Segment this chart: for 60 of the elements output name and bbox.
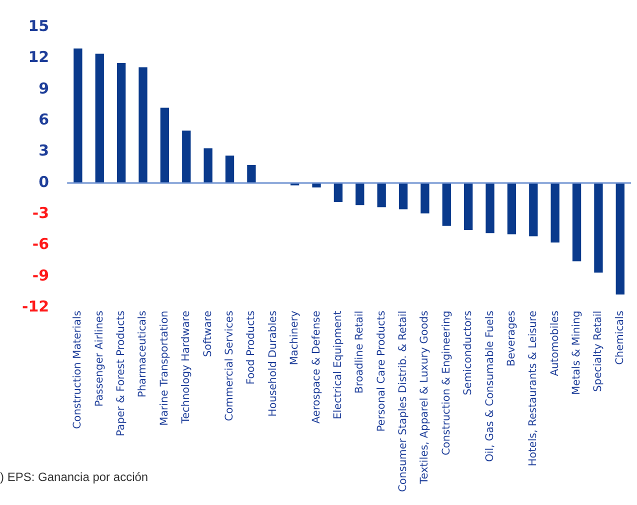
y-tick-label: -12 — [22, 298, 50, 316]
bar — [550, 182, 560, 243]
text: ) EPS: Ganancia por acción — [0, 470, 148, 484]
y-tick-label: -6 — [32, 235, 50, 254]
bar — [377, 182, 386, 208]
bar — [95, 54, 104, 184]
x-tick-label: Passenger Airlines — [93, 310, 106, 407]
y-tick-label: 9 — [38, 79, 50, 98]
x-tick-label: Paper & Forest Products — [115, 310, 128, 436]
bar — [138, 67, 148, 184]
bar — [225, 156, 234, 184]
x-tick-label: Household Durables — [266, 310, 279, 417]
bar — [116, 63, 126, 184]
bar — [420, 182, 430, 214]
bar — [74, 48, 82, 184]
y-tick-label: 0 — [38, 172, 50, 191]
bar — [160, 108, 170, 184]
bar — [247, 164, 256, 184]
bar — [334, 182, 343, 202]
x-tick-label: Metals & Mining — [570, 310, 583, 395]
x-tick-label: Consumer Staples Distrib. & Retail — [397, 310, 410, 492]
x-tick-label: Specialty Retail — [592, 310, 604, 392]
y-tick-label: 15 — [28, 16, 50, 35]
x-tick-label: Technology Hardware — [180, 310, 192, 425]
bar — [507, 182, 516, 234]
x-tick-label: Oil, Gas & Consumable Fuels — [484, 310, 496, 462]
bar — [464, 182, 473, 230]
x-tick-label: Personal Care Products — [375, 310, 388, 432]
y-tick-label: 12 — [28, 48, 50, 66]
bar — [442, 182, 451, 226]
y-tick-label: -9 — [32, 266, 50, 284]
x-tick-label: Automobiles — [548, 310, 561, 376]
x-tick-label: Food Products — [245, 310, 258, 385]
x-tick-label: Construction Materials — [72, 310, 84, 430]
bar — [594, 182, 603, 273]
x-tick-label: Beverages — [505, 310, 518, 366]
x-tick-label: Textiles, Apparel & Luxury Goods — [418, 310, 431, 485]
y-tick-label: 3 — [38, 142, 50, 160]
y-tick-label: -3 — [32, 204, 50, 222]
x-tick-label: Pharmaceuticals — [136, 310, 149, 398]
bar — [204, 148, 212, 184]
x-tick-label: Commercial Services — [224, 310, 236, 422]
x-tick-label: Machinery — [288, 310, 301, 366]
x-tick-label: Construction & Engineering — [440, 310, 452, 456]
y-tick-label: 6 — [38, 110, 50, 128]
bar — [529, 182, 538, 236]
bar — [616, 182, 624, 295]
x-tick-label: Chemicals — [614, 310, 626, 365]
bar — [572, 182, 582, 262]
x-tick-label: Aerospace & Defense — [310, 310, 322, 424]
bar — [486, 182, 494, 234]
x-tick-label: Broadline Retail — [354, 310, 366, 394]
bar — [398, 182, 408, 210]
x-tick-label: Semiconductors — [462, 310, 474, 396]
x-tick-label: Hotels, Restaurants & Leisure — [527, 310, 540, 466]
bar — [356, 182, 364, 206]
x-tick-label: Software — [202, 310, 214, 357]
x-tick-label: Electrical Equipment — [332, 310, 344, 420]
x-tick-label: Marine Transportation — [158, 310, 170, 426]
bar — [182, 130, 191, 184]
